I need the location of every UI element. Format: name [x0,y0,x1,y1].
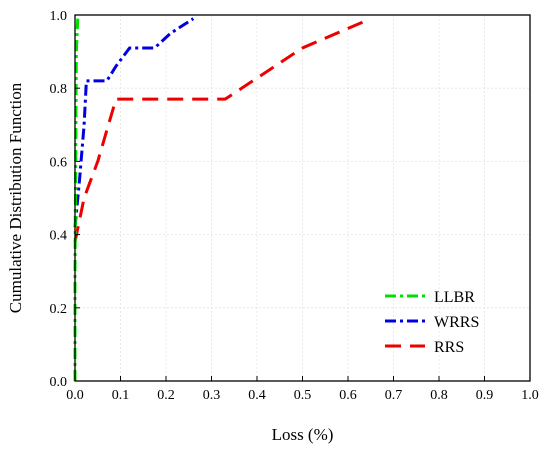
series-line-rrs [73,17,372,243]
x-tick-label: 0.9 [476,388,494,403]
x-tick-label: 0.5 [294,388,312,403]
y-axis-title: Cumulative Distribution Function [6,82,25,313]
legend-label-wrrs: WRRS [434,314,479,331]
y-tick-label: 0.8 [50,82,68,97]
x-tick-label: 0.4 [248,388,266,403]
ticks: 0.0 0.1 0.2 0.3 0.4 0.5 0.6 0.7 0.8 0.9 1.0 0.0 0.2 0… [50,9,539,403]
x-tick-label: 0.3 [203,388,221,403]
y-tick-label: 1.0 [50,9,68,24]
legend: LLBR WRRS RRS [385,289,479,356]
x-tick-label: 0.6 [339,388,357,403]
x-tick-label: 1.0 [521,388,539,403]
y-tick-label: 0.0 [50,375,68,390]
series-layer [73,17,372,381]
series-line-wrrs [73,17,195,228]
x-tick-label: 0.0 [66,388,84,403]
x-axis-title: Loss (%) [272,425,334,444]
y-tick-label: 0.4 [50,229,68,244]
x-tick-label: 0.1 [112,388,130,403]
y-tick-label: 0.6 [50,155,68,170]
x-tick-label: 0.8 [430,388,448,403]
y-tick-label: 0.2 [50,302,68,317]
x-tick-label: 0.7 [385,388,403,403]
x-tick-label: 0.2 [157,388,175,403]
legend-label-rrs: RRS [434,339,464,356]
legend-label-llbr: LLBR [434,289,475,306]
